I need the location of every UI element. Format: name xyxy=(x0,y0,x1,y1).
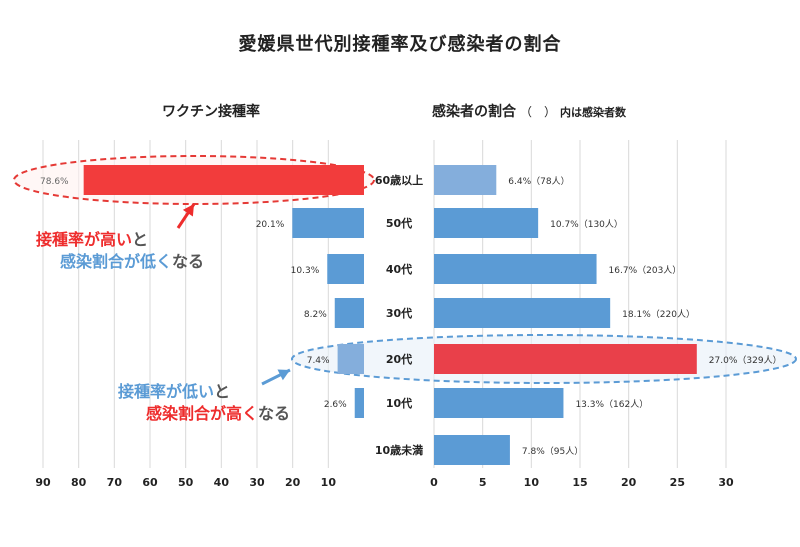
category-label-1: 50代 xyxy=(386,216,412,230)
left-bar-label-0: 78.6% xyxy=(40,177,69,187)
left-tick-label-7: 20 xyxy=(285,476,301,489)
left-bar-3 xyxy=(334,298,364,328)
right-bar-5 xyxy=(434,388,564,418)
left-bar-label-2: 10.3% xyxy=(291,266,320,276)
right-panel-title-note: 内は感染者数 xyxy=(560,106,627,119)
callout-top-line1-part-0: 接種率が高い xyxy=(36,230,133,249)
right-bar-4 xyxy=(434,344,697,374)
right-bar-2 xyxy=(434,254,597,284)
right-bar-label-6: 7.8%（95人） xyxy=(522,446,583,457)
callout-bottom-line2: 感染割合が高くなる xyxy=(146,400,290,424)
callout-bottom-line2-part-1: なる xyxy=(258,404,291,423)
callout-top-line1: 接種率が高いと xyxy=(36,226,148,250)
right-tick-label-6: 30 xyxy=(718,476,734,489)
chart-title: 愛媛県世代別接種率及び感染者の割合 xyxy=(238,34,562,55)
right-panel-title: 感染者の割合 （ ）内は感染者数 xyxy=(432,101,626,121)
left-bar-0 xyxy=(83,165,364,195)
right-bar-0 xyxy=(434,165,497,195)
callout-bottom-line1: 接種率が低いと xyxy=(118,378,230,402)
right-tick-label-2: 10 xyxy=(524,476,540,489)
right-tick-label-4: 20 xyxy=(621,476,637,489)
category-label-3: 30代 xyxy=(386,306,412,320)
arrow-bottom-head xyxy=(277,369,290,381)
callout-top-line2-part-1: なる xyxy=(172,252,205,271)
right-tick-label-1: 5 xyxy=(479,476,487,489)
right-bar-label-5: 13.3%（162人） xyxy=(575,399,648,410)
right-bar-label-0: 6.4%（78人） xyxy=(508,176,569,187)
right-bar-label-4: 27.0%（329人） xyxy=(709,355,782,366)
right-panel-title-paren: （ ） xyxy=(520,105,557,119)
right-bar-1 xyxy=(434,208,539,238)
left-tick-label-5: 40 xyxy=(214,476,230,489)
left-tick-label-4: 50 xyxy=(178,476,194,489)
category-label-2: 40代 xyxy=(386,262,412,276)
left-tick-label-0: 90 xyxy=(35,476,51,489)
left-tick-label-3: 60 xyxy=(142,476,158,489)
left-tick-label-8: 10 xyxy=(321,476,337,489)
left-tick-label-6: 30 xyxy=(249,476,265,489)
right-tick-label-3: 15 xyxy=(572,476,587,489)
left-bar-label-4: 7.4% xyxy=(307,356,330,366)
callout-bottom-line1-part-1: と xyxy=(214,382,231,401)
left-bar-label-3: 8.2% xyxy=(304,310,327,320)
right-tick-label-5: 25 xyxy=(670,476,685,489)
left-panel-title: ワクチン接種率 xyxy=(162,104,260,120)
right-bar-label-3: 18.1%（220人） xyxy=(622,309,695,320)
category-label-4: 20代 xyxy=(386,352,412,366)
callout-bottom-line1-part-0: 接種率が低い xyxy=(118,382,215,401)
left-tick-label-1: 80 xyxy=(71,476,87,489)
callout-top-line2-part-0: 感染割合が低く xyxy=(60,252,173,271)
callout-top-line2: 感染割合が低くなる xyxy=(60,248,204,272)
right-bar-label-1: 10.7%（130人） xyxy=(550,219,623,230)
arrow-top-head xyxy=(182,204,194,217)
right-panel-title-main: 感染者の割合 xyxy=(432,104,516,120)
right-tick-label-0: 0 xyxy=(430,476,438,489)
right-bar-3 xyxy=(434,298,611,328)
category-label-5: 10代 xyxy=(386,396,412,410)
callout-bottom-line2-part-0: 感染割合が高く xyxy=(146,404,259,423)
left-bar-5 xyxy=(354,388,364,418)
left-bar-4 xyxy=(337,344,364,374)
category-label-0: 60歳以上 xyxy=(375,173,423,187)
right-bar-label-2: 16.7%（203人） xyxy=(609,265,682,276)
left-bar-label-5: 2.6% xyxy=(324,400,347,410)
category-label-6: 10歳未満 xyxy=(375,443,423,457)
left-bar-label-1: 20.1% xyxy=(256,220,285,230)
right-bar-6 xyxy=(434,435,510,465)
left-bar-1 xyxy=(292,208,364,238)
left-tick-label-2: 70 xyxy=(107,476,123,489)
callout-top-line1-part-1: と xyxy=(132,230,149,249)
left-bar-2 xyxy=(327,254,364,284)
